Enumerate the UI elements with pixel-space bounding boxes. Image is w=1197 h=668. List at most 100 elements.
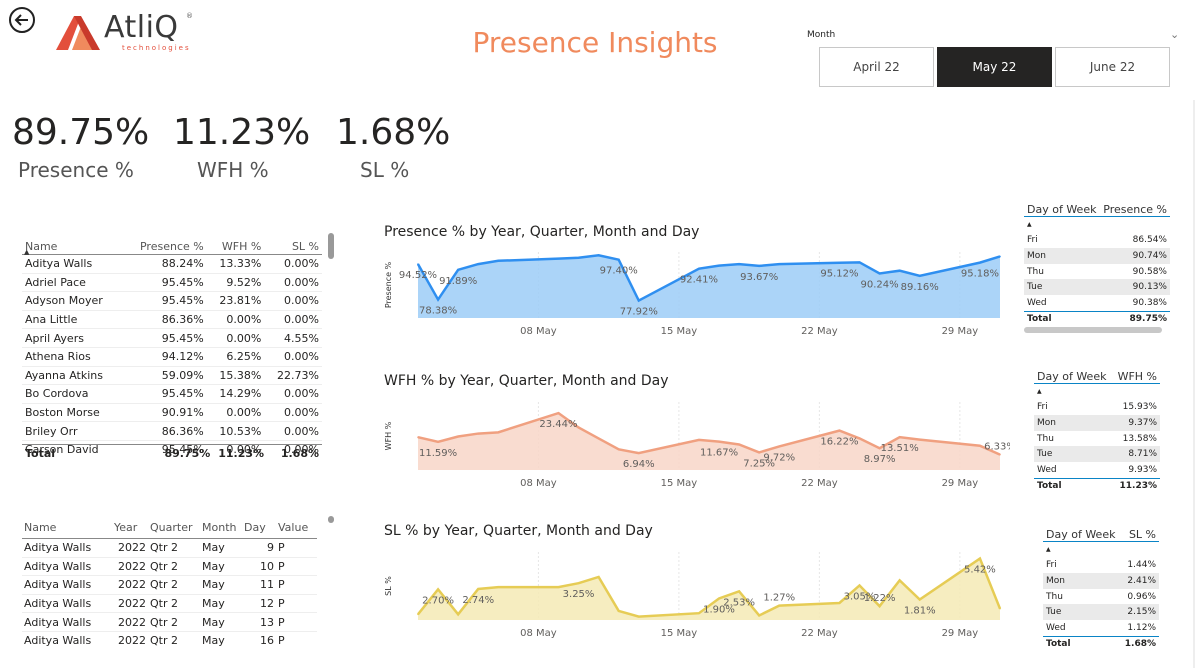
col-value[interactable]: Value xyxy=(278,520,309,534)
table-row[interactable]: Tue 2.15% xyxy=(1043,604,1159,620)
table-row[interactable]: Aditya Walls 2022 Qtr 2 May 13 P xyxy=(22,612,317,632)
data-point[interactable] xyxy=(778,604,781,607)
table-row[interactable]: Bo Cordova 95.45% 14.29% 0.00% xyxy=(22,384,322,404)
data-point[interactable] xyxy=(497,260,500,262)
table-row[interactable]: Briley Orr 86.36% 10.53% 0.00% xyxy=(22,421,322,441)
col-presence[interactable]: Presence % xyxy=(139,240,204,253)
data-point[interactable] xyxy=(718,440,720,443)
data-point[interactable] xyxy=(617,448,620,451)
data-point[interactable] xyxy=(477,263,480,265)
table-row[interactable]: April Ayers 95.45% 0.00% 4.55% xyxy=(22,328,322,348)
table-row[interactable]: Aditya Walls 2022 Qtr 2 May 16 P xyxy=(22,631,317,649)
data-point[interactable] xyxy=(838,429,841,432)
table-row[interactable]: Ayanna Atkins 59.09% 15.38% 22.73% xyxy=(22,366,322,385)
table-row[interactable]: Fri 1.44% xyxy=(1043,558,1159,574)
data-point[interactable] xyxy=(577,256,580,259)
data-point[interactable] xyxy=(557,412,560,414)
data-point[interactable] xyxy=(698,612,700,614)
table-row[interactable]: Thu 0.96% xyxy=(1043,589,1159,605)
table-row[interactable]: Aditya Walls 2022 Qtr 2 May 10 P xyxy=(22,557,317,576)
col-day-of-week[interactable]: Day of Week xyxy=(1046,528,1116,541)
table-row[interactable]: Adyson Moyer 95.45% 23.81% 0.00% xyxy=(22,291,322,311)
col-wfh[interactable]: WFH % xyxy=(221,240,262,253)
table-row[interactable]: Athena Rios 94.12% 6.25% 0.00% xyxy=(22,347,322,366)
data-point[interactable] xyxy=(457,435,459,438)
data-point[interactable] xyxy=(597,254,600,257)
detail-table-scrollbar[interactable] xyxy=(328,516,334,523)
data-point[interactable] xyxy=(898,269,901,272)
series-line[interactable] xyxy=(417,556,1002,618)
data-point[interactable] xyxy=(557,257,560,260)
col-metric[interactable]: WFH % xyxy=(1117,370,1157,383)
col-day-of-week[interactable]: Day of Week xyxy=(1027,203,1097,216)
col-month[interactable]: Month xyxy=(202,520,237,534)
data-point[interactable] xyxy=(758,614,760,617)
data-point[interactable] xyxy=(577,582,580,584)
data-point[interactable] xyxy=(637,299,640,302)
data-point[interactable] xyxy=(999,453,1001,456)
data-point[interactable] xyxy=(858,584,861,587)
data-point[interactable] xyxy=(778,445,781,448)
table-row[interactable]: Boston Morse 90.91% 0.00% 0.00% xyxy=(22,403,322,422)
data-point[interactable] xyxy=(617,610,620,612)
series-line[interactable] xyxy=(417,411,1001,456)
table-row[interactable]: Mon 90.74% xyxy=(1024,248,1170,264)
data-point[interactable] xyxy=(477,432,480,435)
table-row[interactable]: Tue 90.13% xyxy=(1024,279,1170,295)
data-point[interactable] xyxy=(577,426,580,429)
data-point[interactable] xyxy=(838,602,841,604)
chevron-down-icon[interactable]: ⌄ xyxy=(1170,28,1180,41)
data-point[interactable] xyxy=(979,261,981,264)
data-point[interactable] xyxy=(698,267,700,270)
table-row[interactable]: Fri 15.93% xyxy=(1034,400,1160,416)
data-point[interactable] xyxy=(738,443,740,446)
col-day-of-week[interactable]: Day of Week xyxy=(1037,370,1107,383)
col-metric[interactable]: Presence % xyxy=(1103,203,1167,216)
data-point[interactable] xyxy=(417,436,419,439)
data-point[interactable] xyxy=(637,615,640,618)
data-point[interactable] xyxy=(878,605,881,607)
table-row[interactable]: Aditya Walls 2022 Qtr 2 May 11 P xyxy=(22,575,317,595)
data-point[interactable] xyxy=(858,437,861,440)
data-point[interactable] xyxy=(637,452,640,454)
col-year[interactable]: Year xyxy=(114,520,138,534)
data-point[interactable] xyxy=(477,588,480,590)
data-point[interactable] xyxy=(597,576,600,578)
table-row[interactable]: Wed 90.38% xyxy=(1024,295,1170,311)
data-point[interactable] xyxy=(497,431,500,434)
data-point[interactable] xyxy=(898,579,901,582)
month-option-april[interactable]: April 22 xyxy=(819,47,934,87)
table-row[interactable]: Tue 8.71% xyxy=(1034,446,1160,462)
dow-table-scrollbar[interactable] xyxy=(1024,327,1162,333)
table-row[interactable]: Aditya Walls 2022 Qtr 2 May 12 P xyxy=(22,594,317,613)
data-point[interactable] xyxy=(617,258,620,261)
table-row[interactable]: Mon 2.41% xyxy=(1043,573,1159,589)
table-row[interactable]: Ana Little 86.36% 0.00% 0.00% xyxy=(22,310,322,329)
back-arrow-icon[interactable] xyxy=(8,6,36,34)
data-point[interactable] xyxy=(738,263,740,265)
data-point[interactable] xyxy=(838,261,841,264)
month-option-may[interactable]: May 22 xyxy=(937,47,1052,87)
data-point[interactable] xyxy=(718,597,720,600)
series-line[interactable] xyxy=(416,254,1001,303)
data-point[interactable] xyxy=(979,557,981,560)
sl-area-chart[interactable]: 08 May 15 May 22 May 29 May 2.70% 2.74% 3.25% 1… xyxy=(380,548,1010,642)
data-point[interactable] xyxy=(918,275,921,277)
col-metric[interactable]: SL % xyxy=(1128,528,1156,541)
data-point[interactable] xyxy=(457,269,459,271)
data-point[interactable] xyxy=(758,451,760,454)
data-point[interactable] xyxy=(698,439,700,441)
data-point[interactable] xyxy=(437,441,439,443)
table-row[interactable]: Thu 90.58% xyxy=(1024,264,1170,280)
data-point[interactable] xyxy=(778,263,781,265)
wfh-area-chart[interactable]: 08 May 15 May 22 May 29 May 11.59% 23.44% 6.94… xyxy=(380,398,1010,492)
data-point[interactable] xyxy=(718,264,720,267)
employee-table-scrollbar[interactable] xyxy=(328,233,334,259)
data-point[interactable] xyxy=(557,586,560,588)
table-row[interactable]: Fri 86.54% xyxy=(1024,233,1170,249)
data-point[interactable] xyxy=(497,586,500,588)
col-quarter[interactable]: Quarter xyxy=(150,520,193,534)
data-point[interactable] xyxy=(457,613,459,616)
table-row[interactable]: Mon 9.37% xyxy=(1034,415,1160,431)
data-point[interactable] xyxy=(918,598,921,601)
